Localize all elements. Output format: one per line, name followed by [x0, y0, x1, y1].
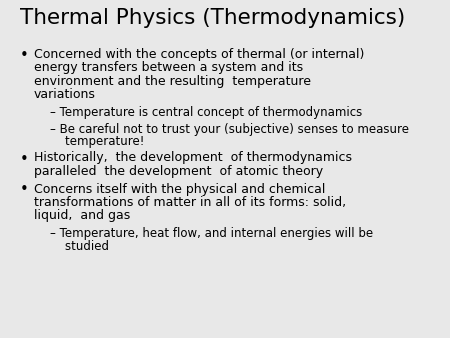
- Text: – Temperature, heat flow, and internal energies will be: – Temperature, heat flow, and internal e…: [50, 227, 373, 240]
- Text: liquid,  and gas: liquid, and gas: [34, 210, 130, 222]
- Text: paralleled  the development  of atomic theory: paralleled the development of atomic the…: [34, 165, 323, 178]
- Text: environment and the resulting  temperature: environment and the resulting temperatur…: [34, 75, 311, 88]
- Text: variations: variations: [34, 89, 96, 101]
- Text: •: •: [20, 151, 29, 167]
- Text: Historically,  the development  of thermodynamics: Historically, the development of thermod…: [34, 151, 352, 165]
- Text: temperature!: temperature!: [50, 135, 144, 148]
- Text: Thermal Physics (Thermodynamics): Thermal Physics (Thermodynamics): [20, 8, 405, 28]
- Text: – Be careful not to trust your (subjective) senses to measure: – Be careful not to trust your (subjecti…: [50, 122, 409, 136]
- Text: Concerns itself with the physical and chemical: Concerns itself with the physical and ch…: [34, 183, 325, 195]
- Text: studied: studied: [50, 240, 109, 252]
- Text: energy transfers between a system and its: energy transfers between a system and it…: [34, 62, 303, 74]
- Text: •: •: [20, 183, 29, 197]
- Text: Concerned with the concepts of thermal (or internal): Concerned with the concepts of thermal (…: [34, 48, 365, 61]
- Text: •: •: [20, 48, 29, 63]
- Text: transformations of matter in all of its forms: solid,: transformations of matter in all of its …: [34, 196, 346, 209]
- Text: – Temperature is central concept of thermodynamics: – Temperature is central concept of ther…: [50, 106, 362, 119]
